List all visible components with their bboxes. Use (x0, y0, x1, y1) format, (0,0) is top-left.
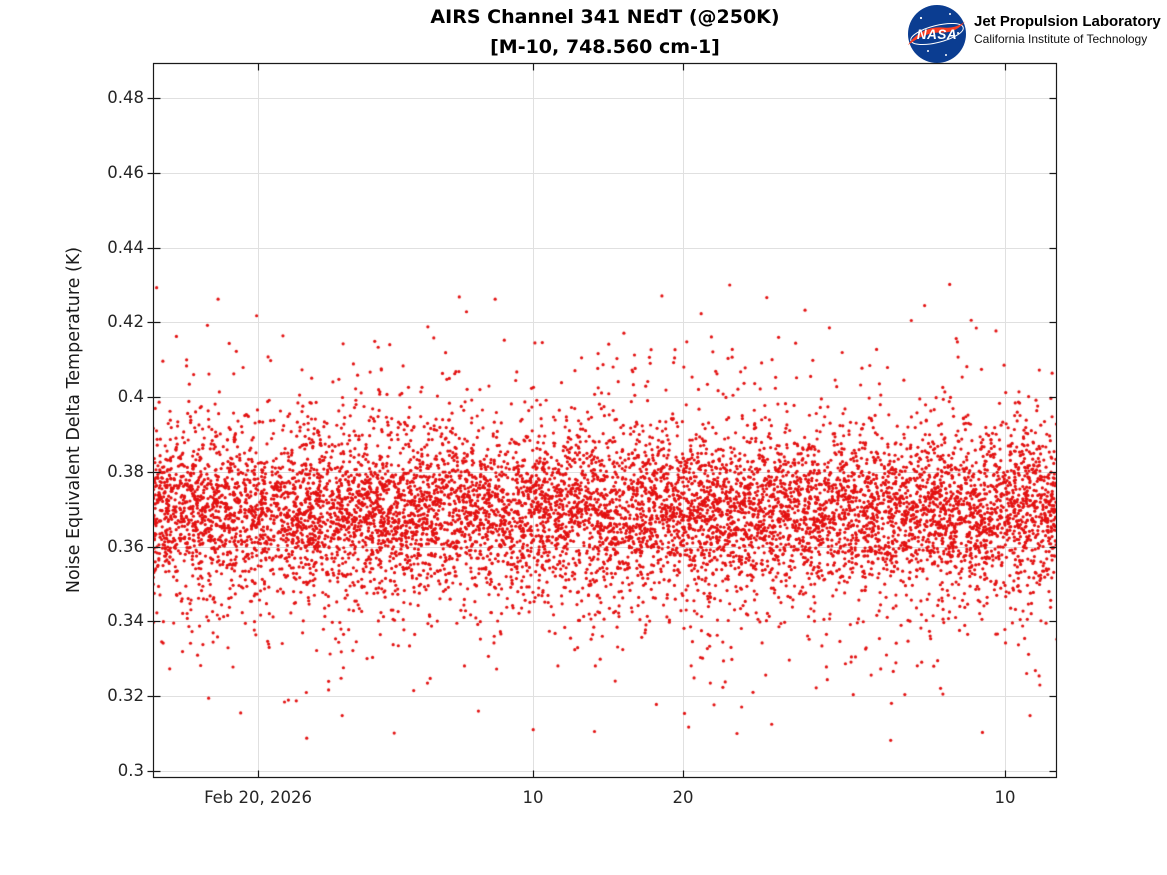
y-tick-label: 0.4 (117, 387, 144, 407)
chart-title-line2: [M-10, 748.560 cm-1] (490, 36, 720, 58)
x-tick-label: Feb 20, 2026 (204, 788, 312, 807)
x-tick-label: 10 (994, 788, 1016, 807)
y-tick-label: 0.32 (107, 686, 144, 706)
nasa-wordmark: NASA (917, 27, 957, 42)
chart-title-line1: AIRS Channel 341 NEdT (@250K) (430, 6, 780, 28)
chart-title-block: AIRS Channel 341 NEdT (@250K) [M-10, 748… (153, 2, 1057, 62)
y-tick-label: 0.3 (117, 760, 144, 780)
y-tick-label: 0.46 (107, 162, 144, 182)
jpl-name: Jet Propulsion Laboratory (974, 13, 1161, 30)
jpl-logo-block: NASA Jet Propulsion Laboratory Californi… (906, 3, 1166, 65)
scatter-points (153, 63, 1057, 778)
nasa-meatball-icon: NASA (908, 5, 966, 63)
y-tick-label: 0.38 (107, 461, 144, 481)
x-tick-label: 10 (522, 788, 544, 807)
y-tick-label: 0.44 (107, 237, 144, 257)
y-tick-label: 0.36 (107, 536, 144, 556)
y-tick-label: 0.42 (107, 312, 144, 332)
caltech-name: California Institute of Technology (974, 32, 1148, 46)
y-tick-label: 0.48 (107, 88, 144, 108)
x-tick-label: 20 (672, 788, 694, 807)
y-tick-label: 0.34 (107, 611, 144, 631)
